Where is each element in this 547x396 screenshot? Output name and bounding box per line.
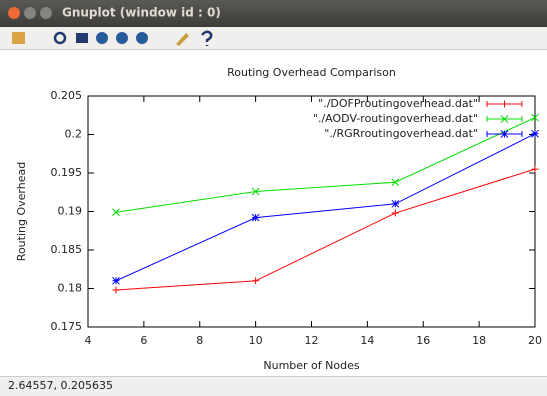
x-tick-label: 18 xyxy=(472,334,486,347)
x-tick-label: 14 xyxy=(360,334,374,347)
x-tick-label: 16 xyxy=(416,334,430,347)
y-axis-label: Routing Overhead xyxy=(15,162,28,261)
icon-grid[interactable] xyxy=(76,33,88,43)
x-tick-label: 6 xyxy=(140,334,147,347)
window-background xyxy=(0,0,547,396)
data-point xyxy=(392,200,399,207)
status-text: 2.64557, 0.205635 xyxy=(8,379,113,392)
gnuplot-window: Gnuplot (window id : 0) 2.64557, 0.20563… xyxy=(0,0,547,396)
legend-marker xyxy=(501,131,508,138)
x-tick-label: 8 xyxy=(196,334,203,347)
legend-label: "./DOFProutingoverhead.dat" xyxy=(318,97,478,110)
y-tick-label: 0.175 xyxy=(51,320,83,333)
minimize-button[interactable] xyxy=(24,7,36,19)
y-tick-label: 0.18 xyxy=(58,282,83,295)
icon-zoom-prev[interactable] xyxy=(96,32,108,44)
y-tick-label: 0.19 xyxy=(58,205,83,218)
chart-title: Routing Overhead Comparison xyxy=(227,66,396,79)
x-tick-label: 4 xyxy=(85,334,92,347)
y-tick-label: 0.2 xyxy=(65,128,83,141)
x-tick-label: 10 xyxy=(249,334,263,347)
y-tick-label: 0.205 xyxy=(51,89,83,102)
legend-label: "./AODV-routingoverhead.dat" xyxy=(313,112,478,125)
maximize-button[interactable] xyxy=(40,7,52,19)
x-tick-label: 12 xyxy=(305,334,319,347)
icon-export[interactable] xyxy=(12,32,25,44)
x-tick-label: 20 xyxy=(528,334,542,347)
icon-autoscale[interactable] xyxy=(136,32,148,44)
data-point xyxy=(532,130,539,137)
window-title: Gnuplot (window id : 0) xyxy=(62,6,221,20)
data-point xyxy=(112,277,119,284)
legend-label: "./RGRroutingoverhead.dat" xyxy=(324,127,478,140)
x-axis-label: Number of Nodes xyxy=(263,359,359,372)
y-tick-label: 0.185 xyxy=(51,243,83,256)
data-point xyxy=(252,214,259,221)
close-button[interactable] xyxy=(8,7,20,19)
icon-zoom-next[interactable] xyxy=(116,32,128,44)
y-tick-label: 0.195 xyxy=(51,166,83,179)
